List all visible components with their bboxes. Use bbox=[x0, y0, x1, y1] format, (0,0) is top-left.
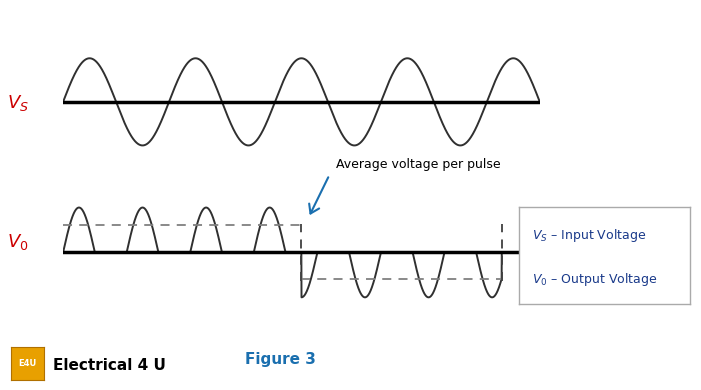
Text: Average voltage per pulse: Average voltage per pulse bbox=[336, 158, 501, 171]
Text: $V_S$ – Input Voltage: $V_S$ – Input Voltage bbox=[533, 227, 647, 245]
Text: E4U: E4U bbox=[18, 359, 36, 368]
Text: $V_S$: $V_S$ bbox=[7, 93, 29, 113]
Text: Electrical 4 U: Electrical 4 U bbox=[53, 358, 165, 373]
Text: $V_0$ – Output Voltage: $V_0$ – Output Voltage bbox=[533, 271, 658, 288]
Text: Figure 3: Figure 3 bbox=[245, 352, 316, 367]
Text: $V_0$: $V_0$ bbox=[7, 232, 29, 252]
